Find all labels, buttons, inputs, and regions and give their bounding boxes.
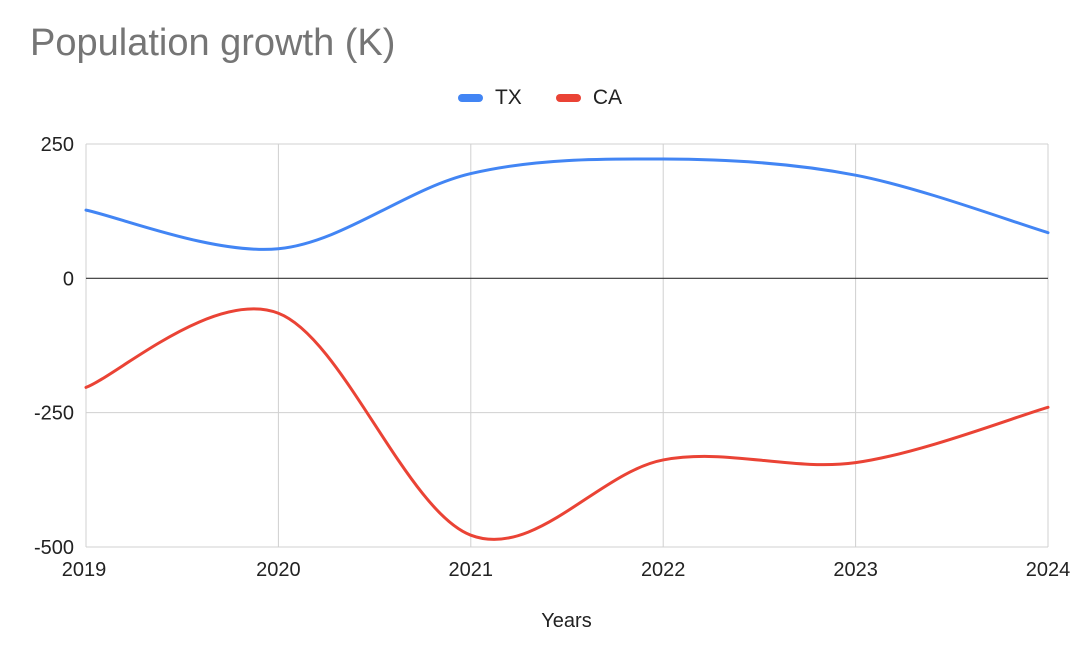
legend-item-ca[interactable]: CA <box>555 86 623 110</box>
chart-title: Population growth (K) <box>30 22 396 64</box>
legend-label-tx: TX <box>494 86 522 109</box>
x-tick-label: 2024 <box>1026 559 1071 581</box>
x-tick-label: 2023 <box>833 559 878 581</box>
legend: TX CA <box>0 86 1080 110</box>
y-tick-label: -500 <box>34 537 74 559</box>
x-tick-label: 2020 <box>256 559 301 581</box>
series-line-tx <box>84 157 1050 251</box>
legend-swatch-tx <box>457 94 483 102</box>
y-tick-label: 250 <box>41 134 74 156</box>
series-line-ca <box>84 307 1050 541</box>
x-tick-label: 2022 <box>641 559 686 581</box>
y-tick-label: 0 <box>63 268 74 290</box>
legend-item-tx[interactable]: TX <box>457 86 522 110</box>
x-axis-title: Years <box>541 610 592 632</box>
series-lines <box>84 157 1050 541</box>
legend-label-ca: CA <box>592 86 623 109</box>
x-tick-label: 2019 <box>62 559 107 581</box>
x-tick-label: 2021 <box>449 559 494 581</box>
y-tick-label: -250 <box>34 403 74 425</box>
grid <box>85 143 1049 548</box>
legend-swatch-ca <box>555 94 581 102</box>
